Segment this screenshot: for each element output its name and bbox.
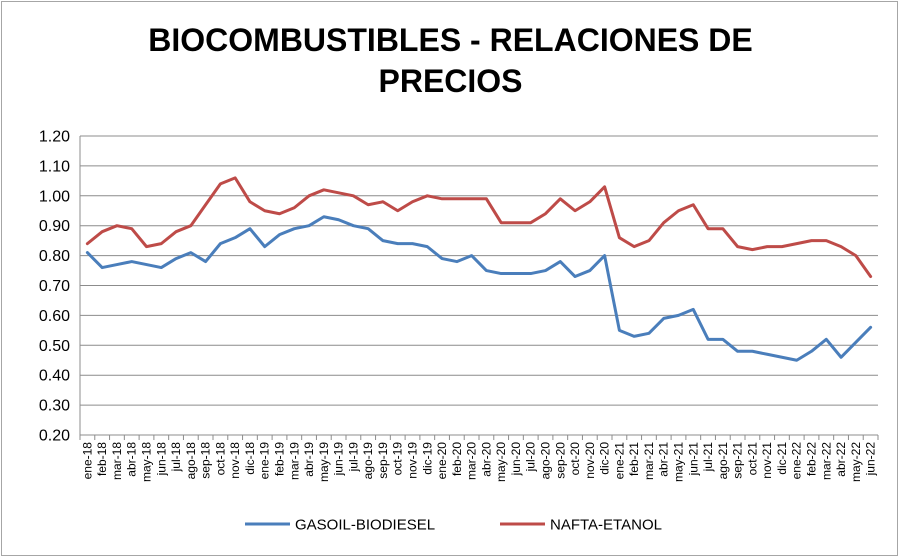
legend: GASOIL-BIODIESEL NAFTA-ETANOL [245, 517, 662, 534]
x-tick-label: jun-22 [864, 442, 878, 477]
y-tick-label: 0.20 [39, 428, 70, 445]
x-tick-label: mar-18 [110, 442, 124, 480]
x-tick-label: ene-22 [790, 442, 804, 480]
x-tick-label: ene-19 [258, 442, 272, 480]
x-tick-label: sep-20 [553, 442, 567, 479]
x-tick-label: ago-21 [716, 442, 730, 480]
x-tick-label: may-21 [672, 442, 686, 482]
chart-title-line2: PRECIOS [378, 63, 523, 99]
series-gasoil-biodiesel [85, 215, 873, 362]
y-tick-label: 0.40 [39, 368, 70, 385]
x-tick-label: ago-18 [184, 442, 198, 480]
x-tick-label: abr-18 [125, 442, 139, 477]
series-nafta-etanol [85, 176, 873, 279]
series-line [85, 176, 873, 279]
x-tick-label: mar-22 [819, 442, 833, 480]
legend-item: NAFTA-ETANOL [500, 517, 662, 534]
y-tick-label: 0.30 [39, 398, 70, 415]
gridlines [80, 135, 878, 436]
x-tick-label: ago-20 [539, 442, 553, 480]
x-tick-label: jun-19 [332, 442, 346, 477]
x-tick-label: may-22 [849, 442, 863, 482]
x-tick-label: jul-21 [701, 442, 715, 473]
x-tick-label: feb-20 [450, 442, 464, 476]
x-tick-label: jun-21 [686, 442, 700, 477]
x-tick-label: feb-21 [627, 442, 641, 476]
x-tick-label: mar-21 [642, 442, 656, 480]
legend-label: GASOIL-BIODIESEL [295, 517, 435, 534]
y-tick-label: 0.80 [39, 248, 70, 265]
x-tick-label: jul-19 [346, 442, 360, 473]
x-tick-label: abr-20 [479, 442, 493, 477]
x-tick-label: abr-19 [302, 442, 316, 477]
x-tick-label: may-18 [140, 442, 154, 482]
x-tick-label: dic-18 [243, 442, 257, 475]
x-tick-label: dic-21 [775, 442, 789, 475]
x-tick-label: sep-19 [376, 442, 390, 479]
x-tick-label: oct-21 [745, 442, 759, 476]
x-tick-label: jul-20 [524, 442, 538, 473]
series-lines [85, 176, 873, 362]
x-axis: ene-18 feb-18 mar-18 abr-18 may-18 jun-18 jul-… [79, 434, 879, 482]
x-tick-label: nov-20 [583, 442, 597, 479]
x-tick-label: jul-18 [169, 442, 183, 473]
y-tick-label: 0.70 [39, 278, 70, 295]
x-tick-label: mar-20 [465, 442, 479, 480]
x-tick-label: nov-21 [760, 442, 774, 479]
x-tick-label: ene-20 [435, 442, 449, 480]
x-tick-label: ene-21 [612, 442, 626, 480]
y-axis: 0.20 0.30 0.40 0.50 0.60 0.70 0.80 0.90 1.00 1.10… [39, 129, 81, 445]
x-tick-label: feb-22 [805, 442, 819, 476]
x-tick-label: ago-19 [361, 442, 375, 480]
x-tick-label: oct-20 [568, 442, 582, 476]
y-tick-label: 0.60 [39, 308, 70, 325]
x-tick-label: may-19 [317, 442, 331, 482]
x-tick-label: feb-18 [95, 442, 109, 476]
x-tick-label: nov-18 [228, 442, 242, 479]
x-tick-label: dic-19 [420, 442, 434, 475]
x-tick-label: mar-19 [287, 442, 301, 480]
y-tick-label: 1.10 [39, 158, 70, 175]
x-tick-label: oct-18 [213, 442, 227, 476]
y-tick-label: 0.50 [39, 338, 70, 355]
chart-title: BIOCOMBUSTIBLES - RELACIONES DE PRECIOS [2, 20, 899, 102]
x-tick-label: jun-18 [154, 442, 168, 477]
x-tick-label: jun-20 [509, 442, 523, 477]
x-tick-label: may-20 [494, 442, 508, 482]
x-tick-label: dic-20 [598, 442, 612, 475]
legend-label: NAFTA-ETANOL [550, 517, 662, 534]
chart-title-line1: BIOCOMBUSTIBLES - RELACIONES DE [148, 22, 753, 58]
series-line [85, 215, 873, 362]
y-tick-label: 1.20 [39, 129, 70, 146]
x-tick-label: sep-21 [731, 442, 745, 479]
x-tick-label: sep-18 [199, 442, 213, 479]
x-tick-label: nov-19 [406, 442, 420, 479]
y-tick-label: 1.00 [39, 188, 70, 205]
x-tick-label: feb-19 [273, 442, 287, 476]
y-tick-label: 0.90 [39, 218, 70, 235]
x-tick-label: abr-21 [657, 442, 671, 477]
x-tick-label: abr-22 [834, 442, 848, 477]
legend-item: GASOIL-BIODIESEL [245, 517, 435, 534]
x-tick-label: oct-19 [391, 442, 405, 476]
x-tick-label: ene-18 [80, 442, 94, 480]
